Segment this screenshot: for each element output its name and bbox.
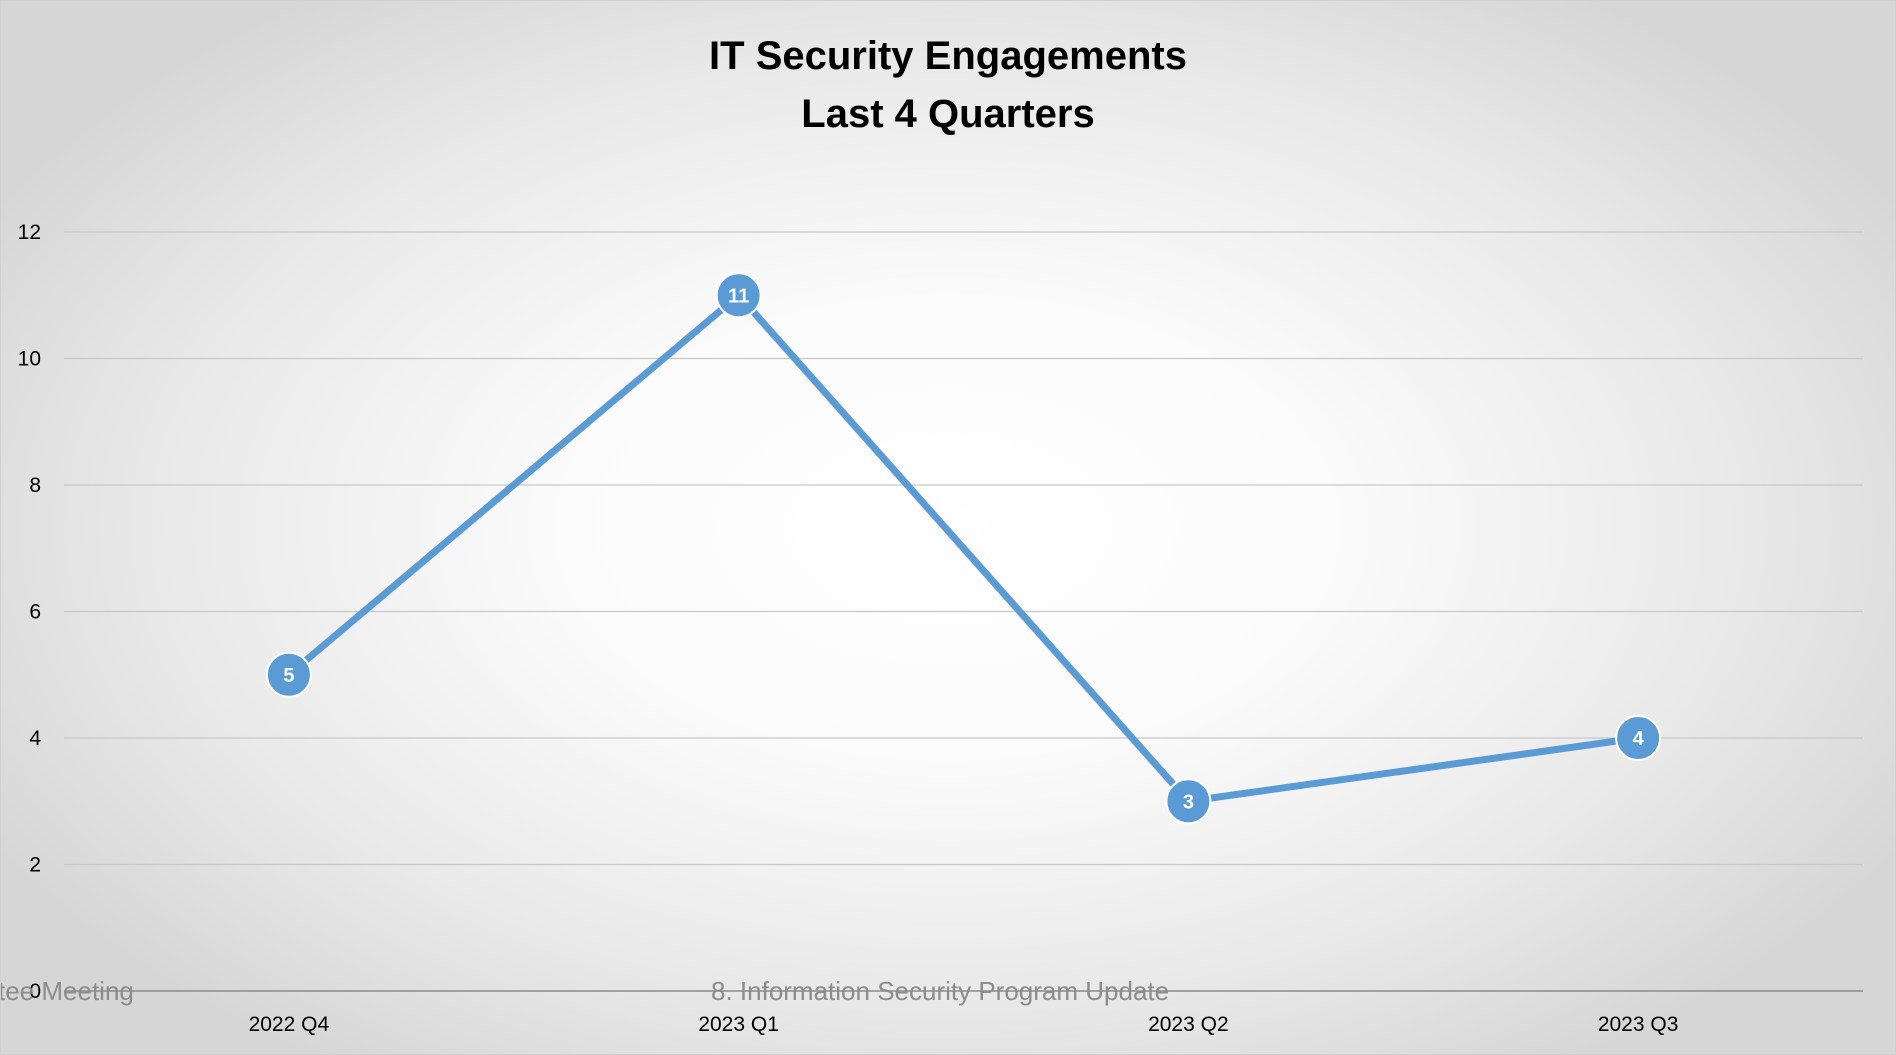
data-point (715, 272, 762, 319)
data-point (1165, 778, 1212, 825)
footer-meeting-text: ittee Meeting (0, 976, 134, 1006)
data-label: 5 (283, 665, 294, 687)
y-tick-label: 4 (29, 727, 41, 750)
x-tick-label: 2023 Q2 (1148, 1013, 1229, 1036)
data-point (1615, 715, 1662, 761)
data-label: 11 (728, 285, 749, 307)
data-point (265, 651, 312, 698)
footer-section-text: 8. Information Security Program Update (711, 976, 1170, 1006)
data-label: 3 (1183, 791, 1194, 813)
y-tick-label: 2 (29, 854, 41, 877)
chart-subtitle: Last 4 Quarters (801, 92, 1095, 136)
y-tick-label: 0 (29, 980, 41, 1003)
series-line (285, 291, 1642, 805)
chart-title: IT Security Engagements Last 4 Quarters (1, 27, 1895, 143)
y-tick-label: 10 (18, 348, 41, 371)
y-tick-label: 8 (29, 474, 41, 497)
y-tick-label: 12 (18, 221, 41, 244)
x-tick-label: 2023 Q1 (698, 1013, 779, 1036)
y-tick-label: 6 (29, 601, 41, 624)
x-tick-label: 2023 Q3 (1598, 1013, 1679, 1036)
data-label: 4 (1633, 728, 1645, 750)
x-tick-label: 2022 Q4 (249, 1013, 330, 1036)
chart-title-line-1: IT Security Engagements (709, 34, 1187, 78)
